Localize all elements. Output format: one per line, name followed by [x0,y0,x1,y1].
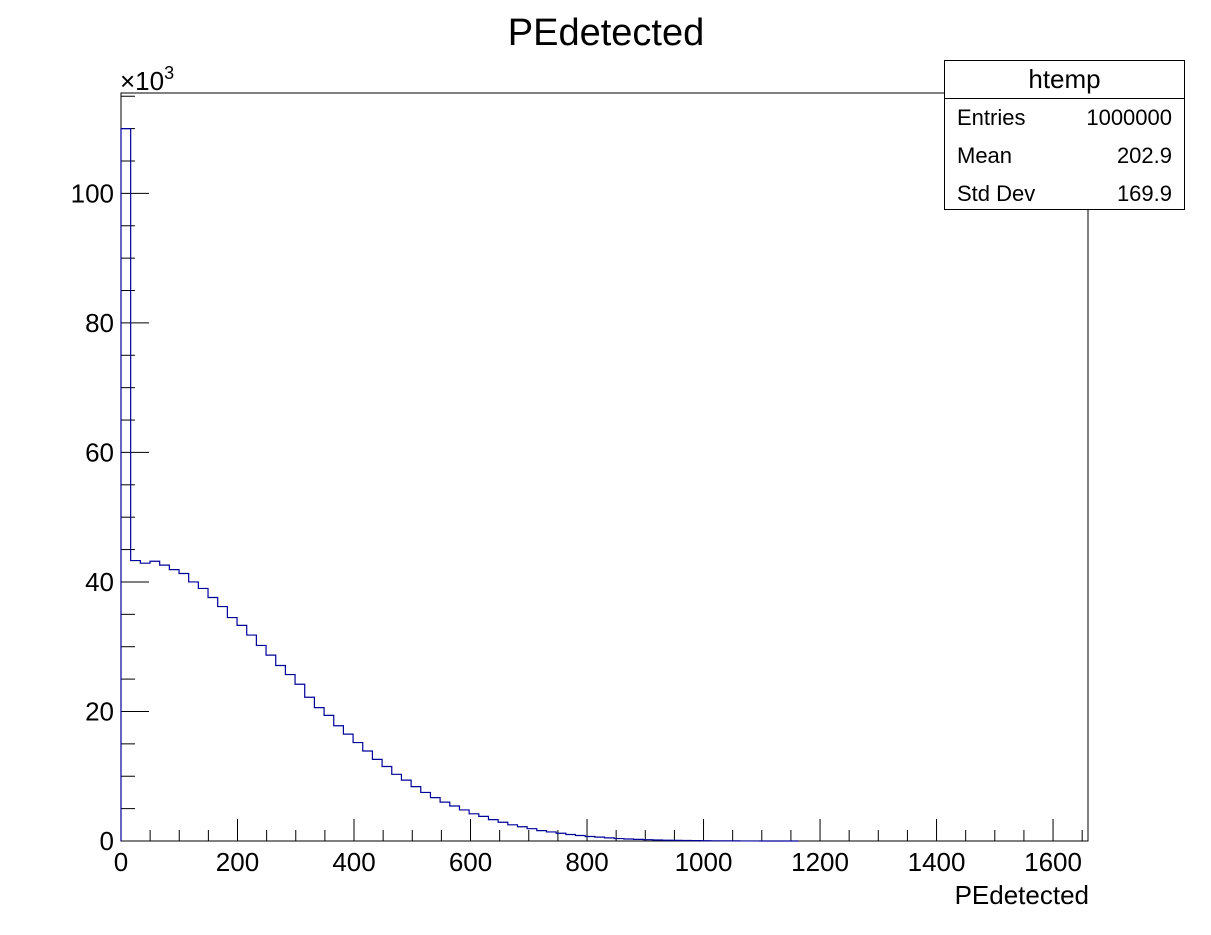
x-tick-label: 400 [332,847,375,877]
stddev-label: Std Dev [957,181,1036,206]
plot-frame [120,92,1089,842]
y-tick-label: 0 [100,826,114,856]
histogram-series [120,128,799,842]
x-tick-label: 600 [449,847,492,877]
x-tick-label: 1600 [1024,847,1082,877]
stats-box: htemp Entries 1000000 Mean 202.9 Std Dev… [944,60,1185,210]
x-tick-label: 800 [565,847,608,877]
chart-title: PEdetected [508,12,704,54]
y-tick-label: 80 [85,308,114,338]
x-axis: 0 200 400 600 800 1000 1200 1400 1600 [114,819,1083,877]
x-tick-label: 200 [216,847,259,877]
x-tick-label: 1000 [675,847,733,877]
stats-row-entries: Entries 1000000 [945,98,1184,135]
y-tick-label: 40 [85,567,114,597]
stddev-value: 169.9 [1116,181,1172,206]
x-axis-label: PEdetected [955,880,1089,910]
stats-row-mean: Mean 202.9 [945,136,1184,173]
x-tick-label: 1400 [908,847,966,877]
stats-row-stddev: Std Dev 169.9 [945,174,1184,211]
y-tick-label: 60 [85,437,114,467]
plot-border [120,92,1089,842]
mean-label: Mean [957,143,1013,168]
x-tick-label: 1200 [791,847,849,877]
stats-title: htemp [945,61,1184,99]
y-tick-label: 100 [71,178,114,208]
y-axis-multiplier: ×103 [120,63,174,96]
y-axis: 0 20 40 60 80 100 [71,95,149,856]
entries-value: 1000000 [1086,105,1172,130]
histogram-step-line [120,128,799,842]
mean-value: 202.9 [1116,143,1172,168]
x-tick-label: 0 [114,847,128,877]
entries-label: Entries [957,105,1026,130]
y-tick-label: 20 [85,696,114,726]
